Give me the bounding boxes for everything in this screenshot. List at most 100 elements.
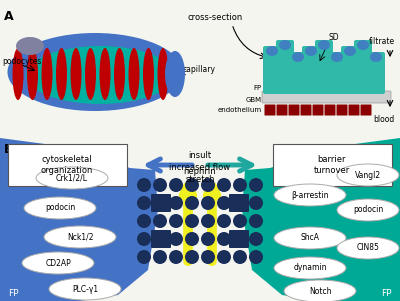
Text: capillary: capillary	[183, 66, 216, 75]
Circle shape	[185, 232, 199, 246]
Circle shape	[201, 196, 215, 210]
Ellipse shape	[279, 40, 291, 50]
Circle shape	[169, 232, 183, 246]
Circle shape	[185, 196, 199, 210]
Circle shape	[249, 196, 263, 210]
FancyBboxPatch shape	[273, 144, 392, 186]
Circle shape	[185, 250, 199, 264]
Text: dynamin: dynamin	[293, 263, 327, 272]
FancyBboxPatch shape	[289, 52, 307, 94]
Circle shape	[233, 178, 247, 192]
Ellipse shape	[305, 46, 317, 56]
Ellipse shape	[274, 184, 346, 206]
Text: β-arrestin: β-arrestin	[291, 191, 329, 200]
Ellipse shape	[344, 46, 356, 56]
Circle shape	[217, 178, 231, 192]
Circle shape	[249, 250, 263, 264]
FancyBboxPatch shape	[229, 194, 249, 212]
Text: podocin: podocin	[353, 206, 383, 215]
Text: increased flow: increased flow	[170, 163, 230, 172]
Text: Vangl2: Vangl2	[355, 170, 381, 179]
FancyBboxPatch shape	[324, 104, 336, 116]
Text: blood: blood	[374, 116, 395, 125]
Ellipse shape	[100, 48, 110, 100]
Circle shape	[201, 178, 215, 192]
FancyBboxPatch shape	[288, 104, 300, 116]
Circle shape	[233, 196, 247, 210]
Circle shape	[233, 232, 247, 246]
FancyBboxPatch shape	[328, 52, 346, 94]
Circle shape	[153, 250, 167, 264]
FancyBboxPatch shape	[302, 46, 320, 94]
Circle shape	[233, 214, 247, 228]
Ellipse shape	[158, 48, 168, 100]
Ellipse shape	[8, 33, 182, 111]
Text: endothelium: endothelium	[218, 107, 262, 113]
Circle shape	[185, 214, 199, 228]
Text: Crk1/2/L: Crk1/2/L	[56, 173, 88, 182]
Ellipse shape	[284, 280, 356, 301]
FancyBboxPatch shape	[312, 104, 324, 116]
Text: Notch: Notch	[309, 287, 331, 296]
Ellipse shape	[337, 164, 399, 186]
Circle shape	[153, 178, 167, 192]
Text: Nck1/2: Nck1/2	[67, 232, 93, 241]
Ellipse shape	[56, 48, 67, 100]
FancyBboxPatch shape	[264, 104, 276, 116]
Text: CD2AP: CD2AP	[45, 259, 71, 268]
Ellipse shape	[143, 48, 154, 100]
Text: FP: FP	[8, 290, 18, 299]
Circle shape	[185, 178, 199, 192]
FancyBboxPatch shape	[354, 40, 372, 94]
Ellipse shape	[318, 40, 330, 50]
Ellipse shape	[44, 226, 116, 248]
FancyBboxPatch shape	[300, 104, 312, 116]
Circle shape	[217, 250, 231, 264]
Ellipse shape	[128, 48, 140, 100]
Circle shape	[153, 196, 167, 210]
Ellipse shape	[85, 48, 96, 100]
Ellipse shape	[22, 252, 94, 274]
Polygon shape	[242, 138, 400, 301]
Text: ShcA: ShcA	[300, 234, 320, 243]
Text: CIN85: CIN85	[356, 244, 380, 253]
FancyBboxPatch shape	[276, 40, 294, 94]
Circle shape	[153, 232, 167, 246]
Circle shape	[169, 178, 183, 192]
Circle shape	[201, 250, 215, 264]
Circle shape	[137, 214, 151, 228]
Ellipse shape	[165, 51, 185, 97]
Circle shape	[217, 214, 231, 228]
Circle shape	[233, 250, 247, 264]
FancyBboxPatch shape	[151, 230, 171, 248]
Circle shape	[169, 196, 183, 210]
FancyBboxPatch shape	[276, 104, 288, 116]
Ellipse shape	[331, 52, 343, 62]
Text: barrier
turnover: barrier turnover	[314, 155, 350, 175]
Ellipse shape	[16, 37, 44, 55]
Ellipse shape	[274, 227, 346, 249]
Text: cross-section: cross-section	[187, 14, 243, 23]
Ellipse shape	[370, 52, 382, 62]
Circle shape	[249, 214, 263, 228]
Circle shape	[137, 196, 151, 210]
Circle shape	[217, 196, 231, 210]
Ellipse shape	[292, 52, 304, 62]
Ellipse shape	[12, 48, 24, 100]
Ellipse shape	[26, 46, 174, 104]
Circle shape	[201, 214, 215, 228]
FancyBboxPatch shape	[315, 40, 333, 94]
Ellipse shape	[27, 48, 38, 100]
Circle shape	[169, 214, 183, 228]
FancyBboxPatch shape	[151, 194, 171, 212]
Ellipse shape	[357, 40, 369, 50]
Text: B: B	[4, 143, 14, 156]
Text: podocin: podocin	[45, 203, 75, 213]
Text: filtrate: filtrate	[369, 38, 395, 46]
FancyBboxPatch shape	[360, 104, 372, 116]
Ellipse shape	[337, 199, 399, 221]
FancyBboxPatch shape	[341, 46, 359, 94]
Circle shape	[249, 178, 263, 192]
FancyBboxPatch shape	[262, 91, 391, 103]
Text: insult: insult	[188, 151, 212, 160]
